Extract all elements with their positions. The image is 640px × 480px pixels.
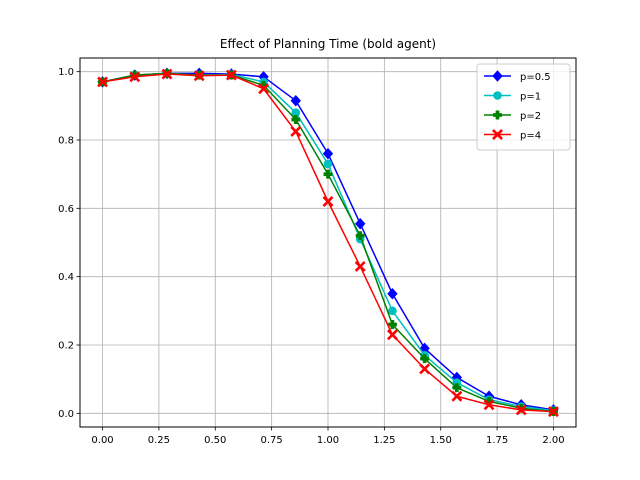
- ticks: 0.00 0.25 0.50 0.75 1.00 1.25 1.50 1.75 2.00 0.0 0…: [58, 67, 564, 446]
- x-tick-label: 2.00: [542, 435, 564, 446]
- legend-marker: [493, 91, 502, 100]
- data-point: [322, 147, 334, 160]
- data-point: [386, 329, 398, 341]
- data-point: [97, 76, 108, 88]
- data-point: [129, 71, 141, 83]
- data-point: [387, 320, 397, 329]
- data-point: [548, 406, 559, 418]
- data-point: [388, 306, 397, 316]
- y-tick-label: 0.2: [58, 341, 74, 352]
- data-point: [452, 383, 462, 393]
- legend-entry: p=2: [484, 110, 541, 122]
- series-p=4: [97, 68, 559, 418]
- x-tick-label: 1.25: [373, 435, 395, 446]
- data-point: [354, 260, 366, 272]
- x-tick-label: 0.00: [91, 435, 113, 446]
- data-point: [290, 126, 302, 137]
- data-point: [355, 217, 366, 230]
- legend-label: p=1: [520, 92, 541, 103]
- data-point: [291, 115, 301, 124]
- y-tick-label: 0.8: [58, 136, 74, 147]
- legend-entry: p=1: [484, 91, 541, 103]
- chart-title: Effect of Planning Time (bold agent): [220, 37, 436, 51]
- data-point: [420, 354, 430, 364]
- data-point: [451, 390, 463, 402]
- y-tick-label: 0.0: [58, 409, 74, 420]
- data-point: [225, 69, 237, 81]
- data-point: [322, 196, 334, 207]
- y-tick-label: 0.6: [58, 204, 74, 215]
- legend-marker: [492, 129, 503, 140]
- legend-label: p=4: [520, 131, 541, 142]
- x-tick-label: 0.25: [148, 435, 170, 446]
- data-point: [515, 404, 527, 416]
- x-tick-label: 0.50: [204, 435, 226, 446]
- legend-marker: [493, 110, 502, 120]
- legend-label: p=2: [520, 111, 541, 122]
- legend-box: [476, 63, 571, 151]
- x-tick-label: 0.75: [261, 435, 283, 446]
- y-tick-label: 0.4: [58, 272, 74, 283]
- x-tick-label: 1.50: [430, 435, 452, 446]
- data-point: [323, 169, 333, 179]
- data-point: [355, 231, 365, 241]
- x-tick-label: 1.75: [486, 435, 508, 446]
- data-point: [483, 399, 495, 411]
- legend: p=0.5 p=1 p=2 p=4: [476, 63, 571, 151]
- data-point: [387, 288, 398, 300]
- legend-label: p=0.5: [520, 72, 551, 83]
- x-tick-label: 1.00: [317, 435, 339, 446]
- legend-entry: p=4: [484, 129, 541, 142]
- data-point: [323, 159, 333, 169]
- data-point: [193, 70, 205, 82]
- data-point: [258, 83, 270, 95]
- data-point: [161, 68, 173, 80]
- legend-marker: [492, 70, 503, 82]
- data-point: [419, 363, 431, 375]
- legend-entry: p=0.5: [484, 70, 551, 83]
- series-layer: [97, 67, 559, 418]
- data-point: [290, 94, 301, 107]
- y-tick-label: 1.0: [58, 67, 74, 78]
